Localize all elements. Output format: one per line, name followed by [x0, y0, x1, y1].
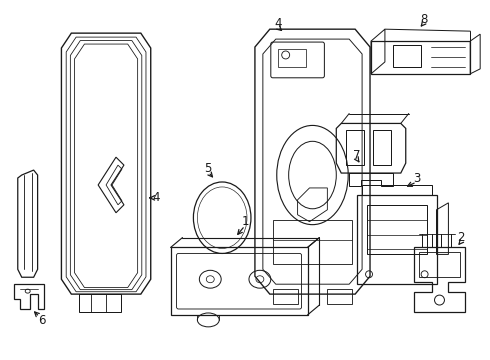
Bar — [79, 294, 121, 312]
Text: 5: 5 — [205, 162, 212, 175]
Text: 8: 8 — [420, 13, 427, 26]
Text: 1: 1 — [241, 215, 249, 228]
Bar — [346, 130, 364, 165]
Text: 7: 7 — [353, 149, 361, 162]
Text: 4: 4 — [274, 17, 281, 30]
Bar — [418, 252, 460, 277]
Bar — [373, 130, 391, 165]
Bar — [393, 45, 420, 67]
Text: 2: 2 — [458, 231, 465, 244]
Bar — [278, 49, 306, 67]
Bar — [273, 220, 352, 264]
Text: 6: 6 — [38, 314, 46, 327]
Text: 3: 3 — [413, 171, 420, 185]
Bar — [367, 205, 427, 255]
Bar — [171, 247, 308, 315]
Text: 4: 4 — [152, 192, 159, 204]
